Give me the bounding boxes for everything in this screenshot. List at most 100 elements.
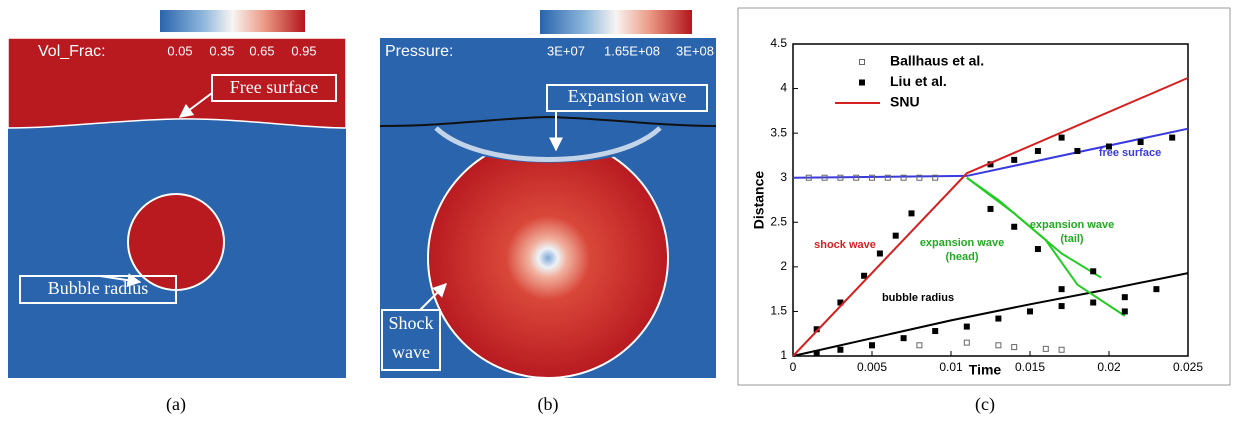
data-point (876, 250, 883, 257)
annotation: expansion wave (1030, 219, 1114, 231)
colorbar-title: Pressure: (385, 43, 453, 60)
data-point (1058, 303, 1065, 310)
colorbar-tick-label: 3E+08 (676, 43, 714, 58)
y-tick-label: 2.5 (770, 214, 787, 228)
y-tick-label: 4.5 (770, 36, 787, 50)
y-tick-label: 3.5 (770, 125, 787, 139)
expansion-front (434, 126, 662, 162)
data-point (900, 174, 907, 181)
data-point (1027, 308, 1033, 315)
annotation: expansion wave (920, 237, 1004, 249)
data-point (1090, 268, 1097, 275)
legend-label: SNU (890, 94, 920, 110)
colorbar-tick-label: 0.35 (209, 43, 234, 58)
free-surface (379, 115, 717, 127)
air-region (7, 37, 347, 129)
data-point (837, 346, 844, 353)
data-point (1058, 286, 1065, 293)
y-tick-label: 2 (780, 259, 787, 273)
data-point (1137, 139, 1144, 146)
data-point (987, 205, 994, 212)
data-point (853, 174, 860, 181)
expansion-region (420, 38, 680, 163)
plot-area (792, 43, 1189, 357)
data-point (813, 350, 820, 357)
y-tick-label: 4 (780, 81, 787, 95)
data-point (861, 272, 868, 279)
data-line (792, 76, 1189, 357)
data-point (908, 210, 915, 217)
legend-label: Liu et al. (890, 73, 947, 89)
data-point (1011, 156, 1018, 163)
data-point (1058, 134, 1065, 141)
data-point (1042, 345, 1049, 352)
data-point (1034, 147, 1041, 154)
data-point (1011, 223, 1018, 230)
data-point (1011, 344, 1018, 351)
data-point (1074, 147, 1081, 154)
data-point (1121, 294, 1128, 301)
callout-label: Shock (389, 313, 434, 333)
y-tick-label: 1 (780, 348, 787, 362)
callout-label: wave (392, 342, 430, 362)
y-axis-label: Distance (751, 171, 767, 230)
caption: (a) (166, 394, 186, 415)
data-point (837, 174, 844, 181)
callout-label: Bubble radius (48, 278, 149, 298)
data-point (869, 174, 875, 181)
arrow (178, 92, 213, 118)
legend-marker (859, 59, 865, 65)
x-tick-label: 0.005 (857, 360, 887, 374)
callout-label: Free surface (230, 77, 318, 97)
data-point (995, 342, 1002, 349)
data-point (932, 174, 939, 181)
colorbar-title: Vol_Frac: (38, 43, 106, 60)
data-point (916, 342, 923, 349)
legend-label: Ballhaus et al. (890, 53, 984, 69)
callout-box (19, 275, 177, 304)
x-tick-label: 0 (790, 360, 797, 374)
data-point (1106, 143, 1112, 150)
x-tick-label: 0.015 (1015, 360, 1045, 374)
caption: (c) (975, 394, 995, 415)
colorbar-tick-label: 1.65E+08 (604, 43, 660, 58)
arrow (99, 273, 142, 288)
arrow (419, 283, 447, 311)
data-point (900, 335, 907, 342)
data-point (963, 323, 970, 330)
data-point (892, 232, 899, 239)
data-point (1169, 134, 1176, 141)
data-point (1121, 308, 1128, 315)
callout-label: Expansion wave (568, 86, 686, 106)
data-point (1153, 286, 1160, 293)
x-axis-label: Time (969, 362, 1002, 378)
legend-marker (859, 79, 865, 86)
annotation: shock wave (814, 239, 876, 251)
data-point (1058, 346, 1065, 353)
data-line (966, 176, 1102, 279)
colorbar (540, 10, 692, 34)
data-point (869, 342, 875, 349)
data-line (792, 127, 1189, 179)
colorbar-tick-label: 0.05 (167, 43, 192, 58)
y-tick-label: 3 (780, 170, 787, 184)
data-point (1034, 246, 1041, 253)
data-line (792, 272, 1189, 357)
annotation: bubble radius (882, 292, 954, 304)
x-tick-label: 0.02 (1097, 360, 1121, 374)
annotation: (head) (946, 251, 979, 263)
data-point (884, 174, 891, 181)
data-point (821, 174, 828, 181)
callout-box (381, 309, 441, 371)
data-point (995, 315, 1002, 322)
x-tick-label: 0.01 (939, 360, 963, 374)
data-point (963, 339, 970, 346)
pressure-wave (427, 137, 669, 379)
y-tick-label: 1.5 (770, 304, 787, 318)
colorbar-tick-label: 0.65 (249, 43, 274, 58)
colorbar-tick-label: 3E+07 (547, 43, 585, 58)
caption: (b) (538, 394, 559, 415)
callout-box (211, 74, 337, 102)
data-point (805, 174, 812, 181)
data-point (1090, 299, 1097, 306)
